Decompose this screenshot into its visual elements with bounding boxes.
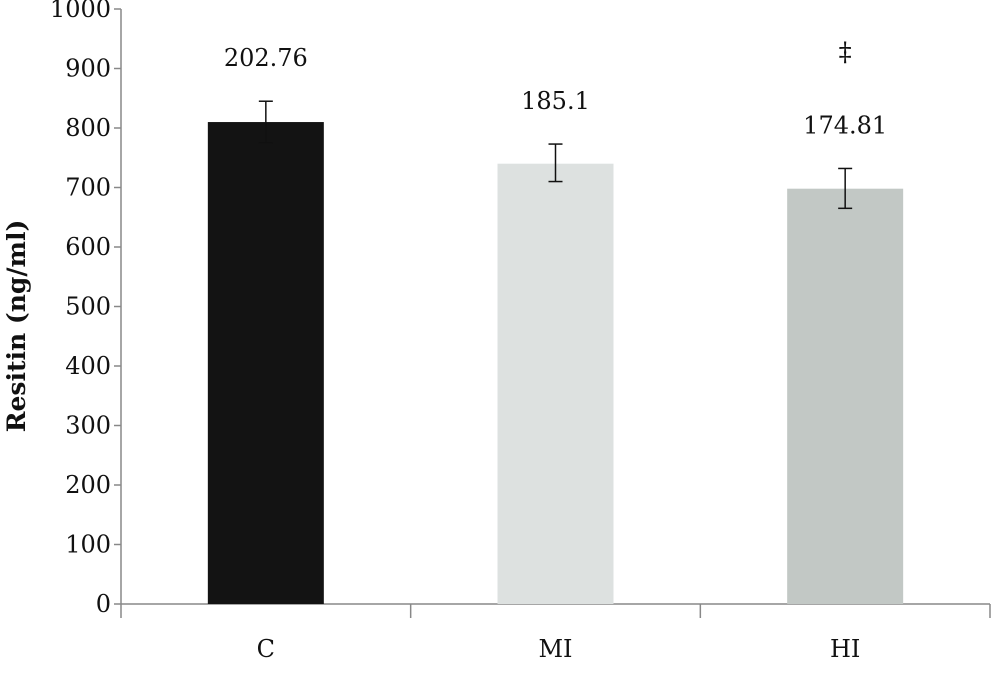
y-tick-label: 0 — [96, 590, 111, 618]
significance-marker: ‡ — [839, 37, 852, 67]
error-bars — [258, 100, 853, 210]
data-labels: 202.76 185.1 174.81 ‡ — [224, 37, 887, 139]
bar-mi — [497, 163, 614, 604]
y-tick-label: 300 — [65, 412, 111, 440]
bars — [207, 122, 904, 605]
y-tick-label: 700 — [65, 174, 111, 202]
x-tick-label-hi: HI — [830, 635, 860, 663]
y-tick-label: 100 — [65, 531, 111, 559]
x-tick-label-c: C — [257, 635, 275, 663]
y-tick-label: 900 — [65, 55, 111, 83]
bar-c — [207, 122, 324, 605]
data-label-c: 202.76 — [224, 44, 308, 72]
data-label-hi: 174.81 — [803, 111, 887, 139]
x-axis-ticks: C MI HI — [120, 604, 991, 663]
y-tick-label: 400 — [65, 352, 111, 380]
y-tick-label: 500 — [65, 293, 111, 321]
y-tick-label: 800 — [65, 114, 111, 142]
y-axis-ticks: 0 100 200 300 400 500 600 700 800 900 1000 — [50, 0, 121, 618]
y-tick-label: 1000 — [50, 0, 111, 23]
y-tick-label: 600 — [65, 233, 111, 261]
y-axis-title: Resitin (ng/ml) — [2, 220, 31, 433]
data-label-mi: 185.1 — [521, 87, 590, 115]
x-tick-label-mi: MI — [538, 635, 572, 663]
bar-hi — [787, 188, 904, 604]
y-tick-label: 200 — [65, 471, 111, 499]
